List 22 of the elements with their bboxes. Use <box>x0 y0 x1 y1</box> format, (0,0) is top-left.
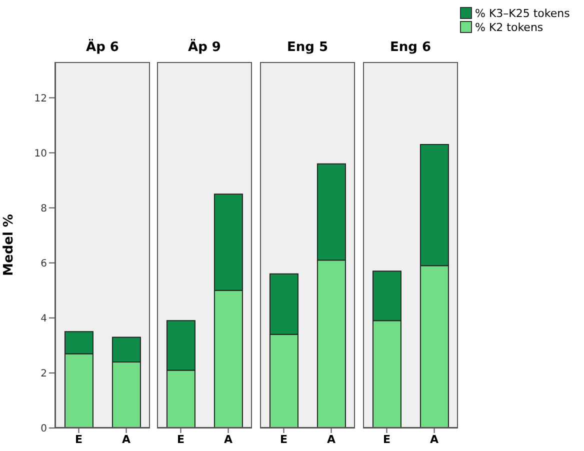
x-tick-label: A <box>122 432 131 446</box>
x-tick-label: A <box>430 432 439 446</box>
y-tick-label: 2 <box>40 368 47 380</box>
x-tick-label: A <box>326 432 336 446</box>
x-tick-label: E <box>176 432 185 446</box>
chart-title: Eng 6 <box>388 40 432 55</box>
chart-title: Äp 6 <box>85 40 120 55</box>
y-tick-label: 0 <box>40 424 47 435</box>
y-tick-label: 4 <box>40 313 47 324</box>
y-axis-title: Medel % <box>2 214 17 276</box>
x-tick-label: A <box>224 432 233 446</box>
chart-title: Äp 9 <box>187 40 222 55</box>
x-tick-label: E <box>382 432 391 446</box>
legend-label: % K3–K25 tokens <box>475 6 570 20</box>
y-tick-label: 8 <box>40 203 47 214</box>
y-tick-label: 6 <box>40 258 47 270</box>
y-tick-label: 12 <box>34 93 47 104</box>
chart-title: Eng 5 <box>286 40 329 55</box>
y-tick-label: 10 <box>34 148 47 160</box>
x-tick-label: E <box>74 432 83 446</box>
legend-label: % K2 tokens <box>475 20 544 34</box>
x-tick-label: E <box>280 432 288 446</box>
